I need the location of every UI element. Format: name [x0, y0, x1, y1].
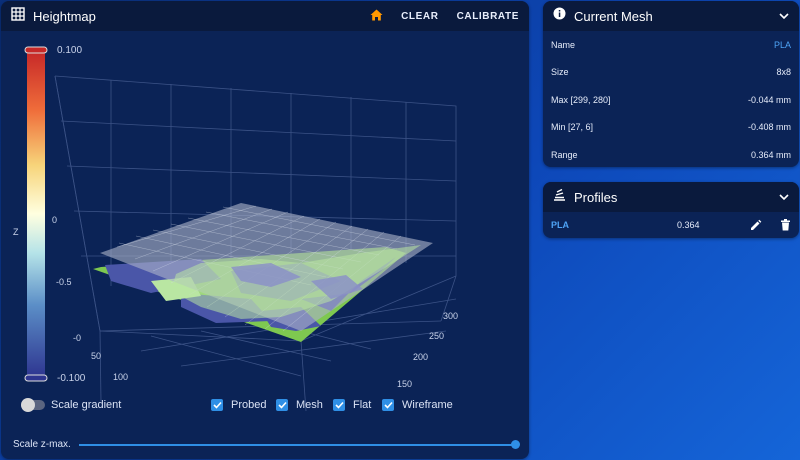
- calibrate-button[interactable]: CALIBRATE: [456, 10, 519, 22]
- colorbar-min-handle[interactable]: [24, 374, 48, 382]
- mesh-row-max: Max [299, 280] -0.044 mm: [543, 86, 799, 114]
- z-tick: -0.5: [56, 277, 72, 287]
- x-tick: 100: [113, 372, 128, 382]
- checkbox-wireframe[interactable]: Wireframe: [382, 399, 453, 411]
- checkbox-label: Flat: [353, 399, 372, 411]
- heightmap-card: Heightmap CLEAR CALIBRATE: [1, 1, 529, 459]
- check-icon: [211, 399, 223, 411]
- z-axis-label: Z: [13, 227, 19, 237]
- checkbox-probed[interactable]: Probed: [211, 399, 266, 411]
- home-icon[interactable]: [370, 9, 383, 24]
- y-tick: 150: [397, 379, 412, 389]
- plot-controls: Scale gradient Probed Mesh Flat Wirefram…: [1, 396, 529, 416]
- row-label: Min [27, 6]: [551, 122, 594, 133]
- row-label: Max [299, 280]: [551, 94, 611, 105]
- current-mesh-header[interactable]: Current Mesh: [543, 1, 799, 31]
- chevron-down-icon[interactable]: [779, 7, 789, 25]
- check-icon: [276, 399, 288, 411]
- chevron-down-icon[interactable]: [779, 188, 789, 206]
- colorbar-max-handle[interactable]: [24, 46, 48, 54]
- row-value: PLA: [773, 39, 791, 50]
- checkbox-label: Mesh: [296, 399, 323, 411]
- checkbox-label: Probed: [231, 399, 267, 411]
- heightmap-plot[interactable]: 0.100 -0.100: [1, 31, 529, 459]
- colorbar-min-label: -0.100: [57, 373, 86, 384]
- z-tick: 0: [52, 215, 57, 225]
- profile-row[interactable]: PLA 0.364: [543, 212, 799, 238]
- edit-icon[interactable]: [750, 219, 762, 231]
- mesh-row-range: Range 0.364 mm: [543, 141, 799, 167]
- row-value: 0.364 mm: [750, 149, 791, 160]
- mesh-row-min: Min [27, 6] -0.408 mm: [543, 114, 799, 142]
- scale-gradient-toggle[interactable]: [21, 398, 45, 412]
- row-label: Name: [551, 39, 576, 50]
- heightmap-title: Heightmap: [33, 8, 96, 24]
- profile-name[interactable]: PLA: [551, 220, 569, 230]
- heightmap-header: Heightmap CLEAR CALIBRATE: [1, 1, 529, 31]
- z-tick: -0: [73, 333, 81, 343]
- profiles-title: Profiles: [574, 189, 618, 205]
- current-mesh-title: Current Mesh: [574, 8, 653, 24]
- check-icon: [333, 399, 345, 411]
- colorbar-max-label: 0.100: [57, 45, 82, 56]
- checkbox-mesh[interactable]: Mesh: [276, 399, 323, 411]
- row-label: Size: [551, 67, 569, 78]
- mesh-row-size: Size 8x8: [543, 59, 799, 87]
- profiles-card: Profiles PLA 0.364: [543, 182, 799, 238]
- grid-icon: [11, 6, 25, 26]
- y-tick: 300: [443, 311, 458, 321]
- mesh-row-name: Name PLA: [543, 31, 799, 59]
- toggle-knob: [21, 398, 35, 412]
- y-tick: 250: [429, 331, 444, 341]
- check-icon: [382, 399, 394, 411]
- scale-zmax-label: Scale z-max.: [13, 439, 71, 450]
- clear-button[interactable]: CLEAR: [401, 10, 439, 22]
- checkbox-label: Wireframe: [402, 399, 453, 411]
- colorbar-gradient: [27, 51, 45, 377]
- row-value: -0.408 mm: [747, 122, 791, 133]
- x-tick: 50: [91, 351, 101, 361]
- colorbar: 0.100 -0.100: [24, 45, 86, 384]
- row-value: -0.044 mm: [747, 94, 791, 105]
- scale-zmax-slider-thumb[interactable]: [511, 440, 520, 449]
- row-value: 8x8: [776, 67, 791, 78]
- flat-plane: [100, 203, 433, 332]
- scale-zmax-slider[interactable]: [79, 444, 515, 446]
- delete-icon[interactable]: [780, 219, 791, 231]
- scale-gradient-label: Scale gradient: [51, 399, 122, 411]
- info-icon: [553, 7, 566, 25]
- profile-range: 0.364: [677, 220, 700, 230]
- checkbox-flat[interactable]: Flat: [333, 399, 371, 411]
- row-label: Range: [551, 149, 578, 160]
- mesh-info-list: Name PLA Size 8x8 Max [299, 280] -0.044 …: [543, 31, 799, 167]
- profiles-header[interactable]: Profiles: [543, 182, 799, 212]
- y-tick: 200: [413, 352, 428, 362]
- stack-icon: [553, 188, 566, 206]
- current-mesh-card: Current Mesh Name PLA Size 8x8 Max [299,…: [543, 1, 799, 167]
